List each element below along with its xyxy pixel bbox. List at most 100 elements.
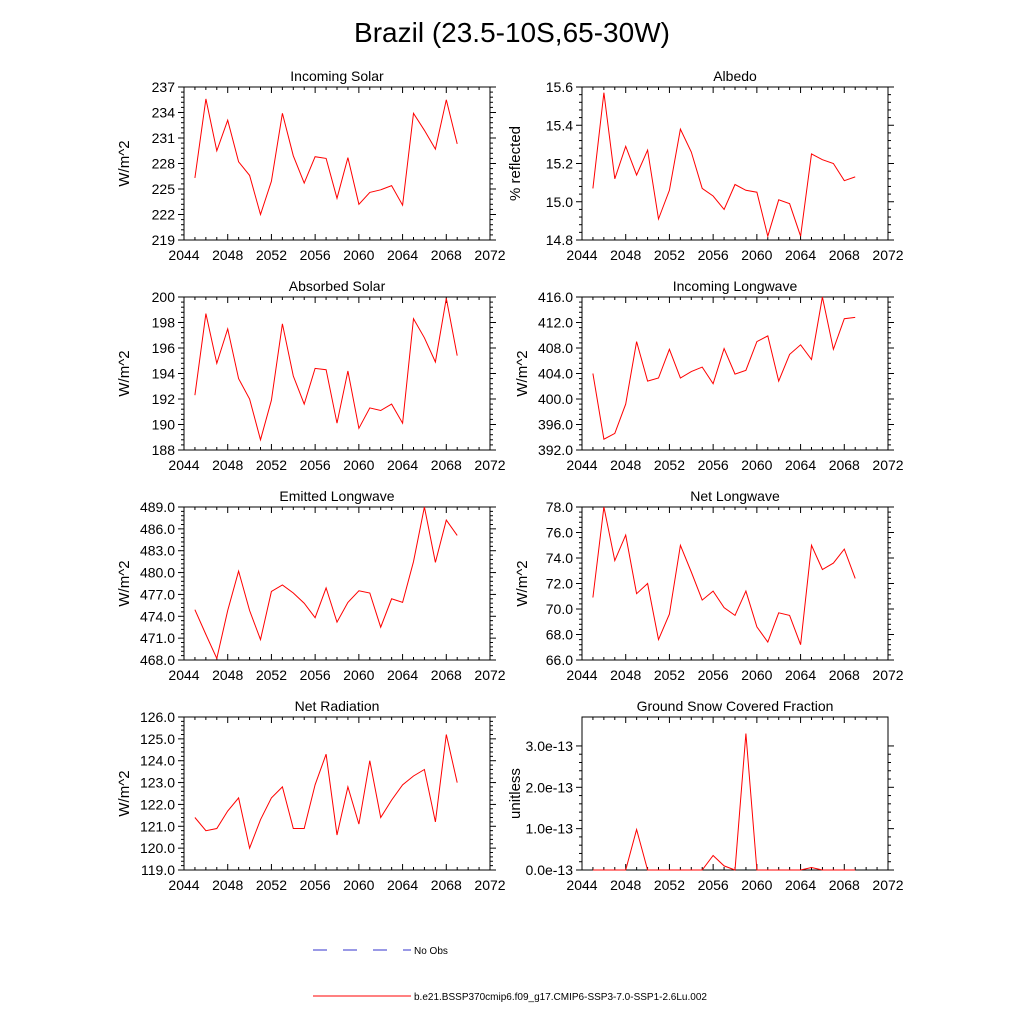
y-axis-label-albedo: % reflected [507,126,524,201]
y-tick-label: 0.0e-13 [526,862,574,878]
y-tick-label: 196 [152,340,176,356]
y-tick-label: 120.0 [140,840,175,856]
y-tick-label: 125.0 [140,731,175,747]
x-tick-label: 2048 [212,877,243,893]
panel-title-incoming-longwave: Incoming Longwave [673,278,798,294]
x-tick-label: 2044 [168,457,199,473]
y-axis-label-incoming-longwave: W/m^2 [514,350,531,396]
x-tick-label: 2072 [474,457,505,473]
x-tick-label: 2064 [785,667,816,683]
x-tick-label: 2072 [474,877,505,893]
y-tick-label: 14.8 [546,232,573,248]
x-tick-label: 2072 [872,247,903,263]
y-tick-label: 408.0 [538,340,573,356]
x-tick-label: 2068 [829,877,860,893]
legend: No Obs b.e21.BSSP370cmip6.f09_g17.CMIP6-… [313,946,707,1003]
plot-frame [581,86,889,241]
y-axis-label-net-radiation: W/m^2 [116,770,133,816]
panel-title-emitted-longwave: Emitted Longwave [279,488,394,504]
x-tick-label: 2056 [698,877,729,893]
panel-title-ground-snow-covered-fraction: Ground Snow Covered Fraction [637,698,834,714]
y-tick-label: 396.0 [538,417,573,433]
x-tick-label: 2048 [212,457,243,473]
y-tick-label: 124.0 [140,753,175,769]
y-tick-label: 471.0 [140,630,175,646]
x-tick-label: 2056 [300,877,331,893]
y-tick-label: 474.0 [140,608,175,624]
x-tick-label: 2044 [566,247,597,263]
x-tick-label: 2056 [300,667,331,683]
x-tick-label: 2048 [610,877,641,893]
panel-absorbed-solar: Absorbed Solar 2044 2048 2052 2056 2060 2064 20… [116,278,506,473]
x-tick-label: 2060 [343,877,374,893]
x-tick-label: 2068 [829,457,860,473]
x-tick-label: 2052 [256,877,287,893]
y-tick-label: 70.0 [546,601,573,617]
x-tick-label: 2064 [387,457,418,473]
plot-frame [183,716,491,871]
x-tick-label: 2072 [474,247,505,263]
x-tick-label: 2068 [431,457,462,473]
series-line-emitted-longwave [194,506,458,661]
x-tick-label: 2056 [300,457,331,473]
panel-title-absorbed-solar: Absorbed Solar [289,278,386,294]
x-tick-label: 2060 [741,457,772,473]
y-tick-label: 489.0 [140,499,175,515]
x-tick-label: 2068 [829,247,860,263]
x-tick-label: 2044 [566,877,597,893]
y-tick-label: 219 [152,232,176,248]
y-tick-label: 188 [152,442,176,458]
series-line-net-radiation [194,734,458,850]
x-tick-label: 2056 [698,457,729,473]
y-tick-label: 15.0 [546,194,573,210]
panel-incoming-solar: Incoming Solar 2044 2048 2052 2056 2060 2064 20… [116,68,506,263]
y-tick-label: 468.0 [140,652,175,668]
x-tick-label: 2060 [741,877,772,893]
y-tick-label: 477.0 [140,586,175,602]
series-line-albedo [592,92,856,239]
x-tick-label: 2052 [256,247,287,263]
x-tick-label: 2048 [610,667,641,683]
y-tick-label: 237 [152,79,176,95]
y-tick-label: 192 [152,391,176,407]
y-axis-label-absorbed-solar: W/m^2 [116,350,133,396]
y-tick-label: 68.0 [546,627,573,643]
y-tick-label: 404.0 [538,366,573,382]
x-tick-label: 2052 [256,667,287,683]
legend-no-obs-label: No Obs [414,946,448,957]
panel-title-albedo: Albedo [713,68,757,84]
series-line-absorbed-solar [194,298,458,442]
x-tick-label: 2072 [872,457,903,473]
x-tick-label: 2056 [698,667,729,683]
panel-net-longwave: Net Longwave 2044 2048 2052 2056 2060 2064 2068… [514,488,904,683]
x-tick-label: 2064 [387,247,418,263]
x-tick-label: 2060 [343,247,374,263]
y-tick-label: 416.0 [538,289,573,305]
x-tick-label: 2060 [741,667,772,683]
panel-ground-snow-covered-fraction: Ground Snow Covered Fraction 2044 2048 2052… [507,698,904,893]
x-tick-label: 2072 [474,667,505,683]
x-tick-label: 2052 [654,247,685,263]
series-line-ground-snow-covered-fraction [592,733,856,871]
y-tick-label: 72.0 [546,576,573,592]
plot-frame [581,506,889,661]
x-tick-label: 2048 [610,247,641,263]
panel-albedo: Albedo 2044 2048 2052 2056 2060 2064 2068 2072 14… [507,68,904,263]
x-tick-label: 2060 [741,247,772,263]
y-tick-label: 483.0 [140,543,175,559]
y-tick-label: 1.0e-13 [526,821,574,837]
panel-title-net-longwave: Net Longwave [690,488,780,504]
y-axis-label-incoming-solar: W/m^2 [116,140,133,186]
x-tick-label: 2068 [431,667,462,683]
panel-title-incoming-solar: Incoming Solar [290,68,384,84]
series-line-incoming-solar [194,98,458,217]
x-tick-label: 2052 [654,667,685,683]
x-tick-label: 2064 [785,877,816,893]
x-tick-label: 2044 [566,457,597,473]
panel-net-radiation: Net Radiation 2044 2048 2052 2056 2060 2064 206… [116,698,506,893]
x-tick-label: 2044 [566,667,597,683]
x-tick-label: 2048 [212,667,243,683]
y-tick-label: 76.0 [546,525,573,541]
y-tick-label: 392.0 [538,442,573,458]
y-tick-label: 480.0 [140,565,175,581]
